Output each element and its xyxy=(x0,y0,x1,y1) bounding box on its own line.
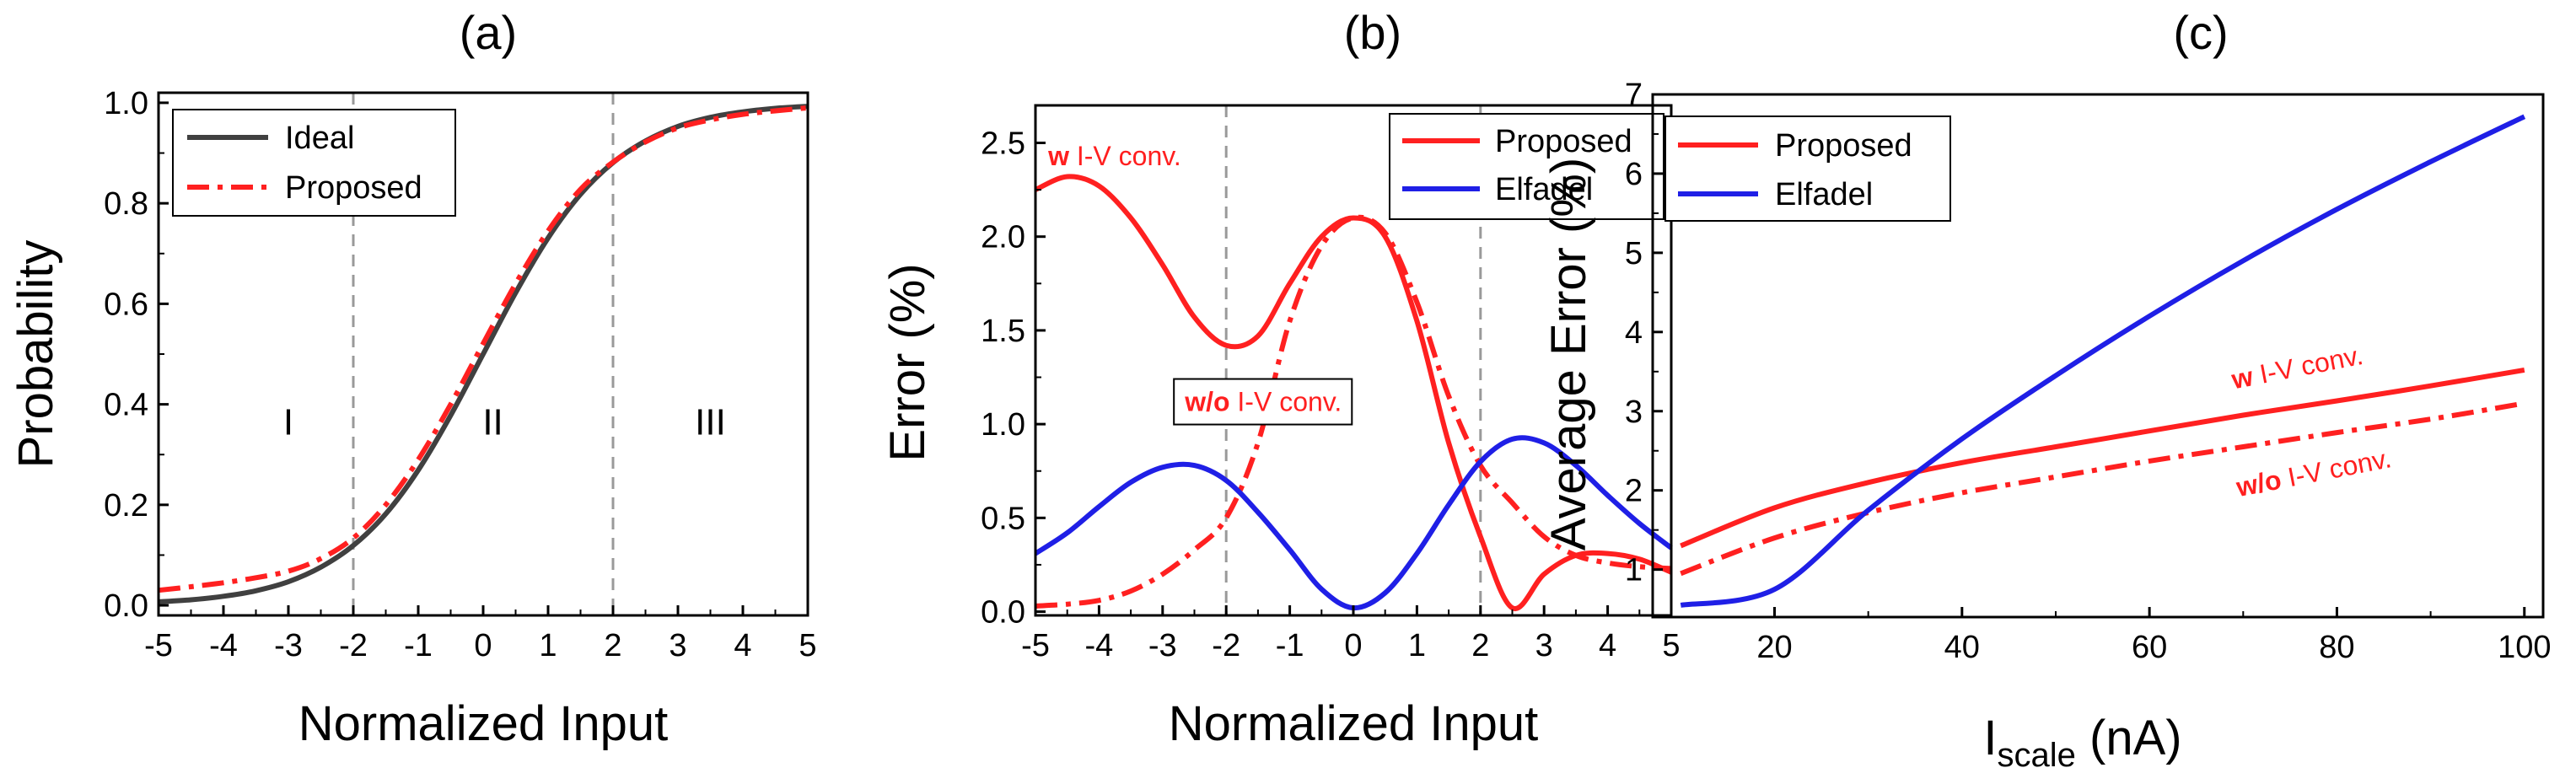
x-tick-label: -3 xyxy=(274,628,303,663)
annotation-label: w I-V conv. xyxy=(2229,340,2366,395)
y-tick-label: 7 xyxy=(1625,78,1643,113)
panel-b: (b) -5 -4 -3 -2 -1 0 1 2 3 4 5 0.0 0.5 1.0 1.5 2.0 2.5 w… xyxy=(880,6,1681,751)
panel-c-title: (c) xyxy=(2173,6,2228,59)
annotation-bold: w xyxy=(1047,141,1069,171)
y-tick-label: 0.6 xyxy=(104,287,148,322)
series-line-proposed-w-o-i-v-conv xyxy=(1035,214,1672,609)
panel-b-title: (b) xyxy=(1344,6,1401,59)
legend-label-ideal: Ideal xyxy=(285,121,354,156)
y-tick-label: 0.0 xyxy=(981,595,1025,631)
panel-c-plot-frame xyxy=(1651,93,2545,619)
y-tick-label: 1.0 xyxy=(104,86,148,121)
annotation-label: w/o I-V conv. xyxy=(1184,387,1342,417)
y-tick-label: 2.5 xyxy=(981,126,1025,161)
legend-label-proposed: Proposed xyxy=(1495,124,1632,159)
annotation-rest: I-V conv. xyxy=(2278,443,2394,494)
annotation-bold: w/o xyxy=(1184,387,1229,417)
x-tick-label: -1 xyxy=(404,628,433,663)
annotation-rest: I-V conv. xyxy=(1069,141,1181,171)
region-label: I xyxy=(283,401,293,443)
y-tick-label: 1.0 xyxy=(981,407,1025,443)
x-tick-label: 4 xyxy=(1599,628,1616,663)
panel-b-ylabel: Error (%) xyxy=(880,263,935,461)
x-tick-label: -2 xyxy=(1212,628,1240,663)
series-line-elfadel xyxy=(1680,114,2526,608)
x-tick-label: 1 xyxy=(1408,628,1426,663)
series-line-proposed xyxy=(158,105,809,593)
y-tick-label: 1.5 xyxy=(981,314,1025,349)
y-tick-label: 3 xyxy=(1625,395,1643,430)
x-tick-label: 2 xyxy=(604,628,621,663)
x-tick-label: -2 xyxy=(339,628,368,663)
region-label: III xyxy=(695,401,726,443)
series-line-proposed-w-o-i-v-conv xyxy=(1680,400,2525,577)
x-tick-label: -3 xyxy=(1148,628,1177,663)
panel-c-legend: Proposed Elfadel xyxy=(1664,115,1951,222)
legend-label-proposed: Proposed xyxy=(285,170,422,206)
panel-c-xlabel: Iscale (nA) xyxy=(1983,711,2181,774)
annotation-label: w/o I-V conv. xyxy=(2233,443,2394,502)
annotation-rest: I-V conv. xyxy=(2250,340,2365,391)
panel-a: (a) -5 -4 -3 -2 -1 0 1 2 3 4 5 0.0 0.2 0.4 0.6 0.8 1.0 I… xyxy=(8,6,817,751)
xlabel-unit: (nA) xyxy=(2076,711,2182,765)
legend-frame xyxy=(172,109,456,217)
panel-a-xlabel: Normalized Input xyxy=(298,696,668,751)
x-tick-label: 4 xyxy=(734,628,751,663)
panel-a-legend: Ideal Proposed xyxy=(172,109,456,217)
x-tick-label: -4 xyxy=(209,628,238,663)
x-tick-label: 2 xyxy=(1471,628,1489,663)
y-tick-label: 0.4 xyxy=(104,388,148,423)
series-line-proposed-w-i-v-conv xyxy=(1680,367,2525,549)
annotation-box xyxy=(1173,378,1353,426)
y-tick-label: 0.5 xyxy=(981,501,1025,536)
x-tick-label: -1 xyxy=(1276,628,1304,663)
x-tick-label: 3 xyxy=(669,628,686,663)
series-line-proposed-w-i-v-conv xyxy=(1034,174,1673,611)
x-tick-label: 40 xyxy=(1944,630,1980,665)
x-tick-label: 5 xyxy=(1662,628,1680,663)
legend-label-elfadel: Elfadel xyxy=(1495,172,1593,207)
panel-b-legend: Proposed Elfadel xyxy=(1389,113,1664,220)
x-tick-label: -4 xyxy=(1085,628,1114,663)
panel-a-ylabel: Probability xyxy=(8,240,63,469)
x-tick-label: 0 xyxy=(1344,628,1362,663)
panel-c-ylabel: Average Error (%) xyxy=(1541,158,1596,550)
y-tick-label: 5 xyxy=(1625,236,1643,271)
panel-c: (c) 20 40 60 80 100 1 2 3 4 5 6 7 w I-V conv. w/o I-… xyxy=(1541,6,2551,774)
x-tick-label: 80 xyxy=(2319,630,2354,665)
x-tick-label: 100 xyxy=(2498,630,2551,665)
legend-frame xyxy=(1389,113,1664,220)
x-tick-label: -5 xyxy=(144,628,173,663)
y-tick-label: 4 xyxy=(1625,315,1643,351)
y-tick-label: 6 xyxy=(1625,157,1643,192)
x-tick-label: 1 xyxy=(539,628,557,663)
y-tick-label: 1 xyxy=(1625,553,1643,588)
xlabel-main: I xyxy=(1983,711,1997,765)
panel-b-xlabel: Normalized Input xyxy=(1169,696,1538,751)
y-tick-label: 0.8 xyxy=(104,186,148,222)
legend-label-proposed: Proposed xyxy=(1775,128,1912,164)
panel-a-title: (a) xyxy=(460,6,517,59)
y-tick-label: 2 xyxy=(1625,474,1643,509)
y-tick-label: 0.2 xyxy=(104,488,148,524)
legend-label-elfadel: Elfadel xyxy=(1775,177,1873,212)
x-tick-label: 0 xyxy=(474,628,492,663)
annotation-bold: w/o xyxy=(2233,464,2283,503)
annotation-label: w I-V conv. xyxy=(1047,141,1181,171)
y-tick-label: 0.0 xyxy=(104,588,148,624)
x-tick-label: 20 xyxy=(1756,630,1792,665)
x-tick-label: 5 xyxy=(799,628,816,663)
x-tick-label: 3 xyxy=(1535,628,1553,663)
x-tick-label: 60 xyxy=(2132,630,2167,665)
xlabel-subscript: scale xyxy=(1998,737,2076,774)
region-label: II xyxy=(482,401,503,443)
annotation-rest: I-V conv. xyxy=(1230,387,1342,417)
x-tick-label: -5 xyxy=(1021,628,1050,663)
y-tick-label: 2.0 xyxy=(981,220,1025,255)
legend-frame xyxy=(1664,115,1951,222)
